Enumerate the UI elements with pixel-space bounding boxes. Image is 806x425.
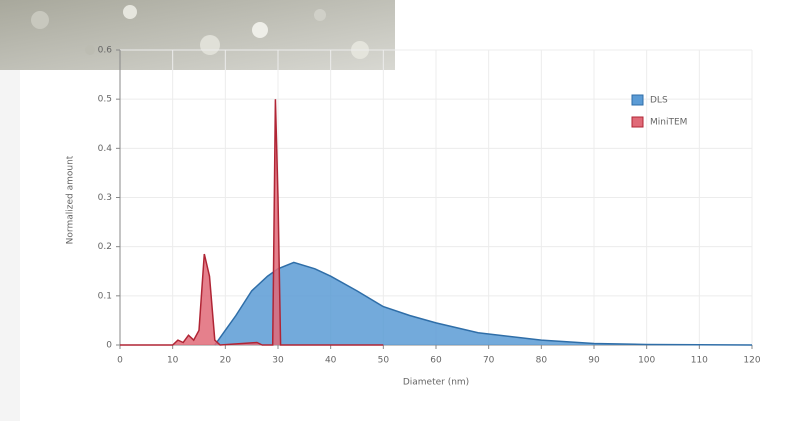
x-tick-label: 100 [638, 356, 655, 366]
y-tick-label: 0.1 [98, 291, 112, 301]
x-tick-label: 0 [117, 356, 123, 366]
x-tick-label: 30 [272, 356, 284, 366]
y-tick-label: 0 [106, 341, 112, 351]
x-axis-label: Diameter (nm) [403, 378, 469, 388]
legend-swatch [631, 116, 644, 128]
x-tick-label: 50 [378, 356, 390, 366]
x-tick-label: 90 [588, 356, 600, 366]
area-fill [214, 262, 753, 345]
x-tick-label: 110 [691, 356, 708, 366]
y-axis-label: Normalized amount [66, 155, 76, 244]
y-tick-label: 0.6 [98, 46, 113, 56]
y-tick-label: 0.2 [98, 242, 112, 252]
area-line [214, 261, 753, 346]
x-tick-label: 20 [220, 356, 232, 366]
x-tick-label: 40 [325, 356, 337, 366]
legend-swatch [631, 94, 644, 106]
x-tick-label: 60 [430, 356, 442, 366]
x-tick-label: 120 [743, 356, 760, 366]
y-tick-label: 0.4 [98, 144, 113, 154]
micrograph-inset [0, 0, 395, 70]
x-tick-label: 80 [536, 356, 548, 366]
panel [20, 0, 806, 421]
area-line [120, 99, 384, 346]
y-tick-label: 0.5 [98, 95, 112, 105]
x-tick-label: 10 [167, 356, 179, 366]
x-tick-label: 70 [483, 356, 495, 366]
legend-label: DLS [650, 96, 668, 106]
legend-label: MiniTEM [650, 118, 687, 128]
y-tick-label: 0.3 [98, 193, 112, 203]
